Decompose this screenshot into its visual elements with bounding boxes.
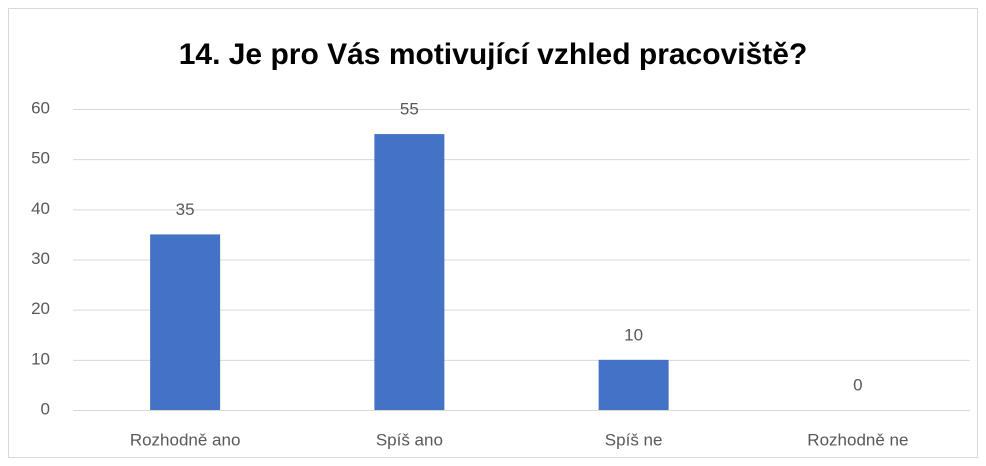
y-tick-label: 40 bbox=[31, 199, 50, 218]
y-tick-label: 20 bbox=[31, 299, 50, 318]
bar bbox=[150, 234, 221, 410]
data-label: 0 bbox=[853, 375, 862, 394]
data-label: 35 bbox=[176, 200, 195, 219]
y-tick-label: 50 bbox=[31, 149, 50, 168]
bar bbox=[598, 359, 669, 410]
data-label: 55 bbox=[400, 100, 419, 119]
x-tick-label: Rozhodně ano bbox=[130, 430, 241, 449]
y-tick-label: 10 bbox=[31, 349, 50, 368]
y-tick-label: 30 bbox=[31, 249, 50, 268]
x-tick-label: Rozhodně ne bbox=[807, 430, 908, 449]
chart-title: 14. Je pro Vás motivující vzhled pracovi… bbox=[179, 38, 808, 71]
x-tick-label: Spíš ano bbox=[376, 430, 443, 449]
data-label: 10 bbox=[624, 325, 643, 344]
x-tick-label: Spíš ne bbox=[605, 430, 663, 449]
y-tick-label: 60 bbox=[31, 98, 50, 117]
bar bbox=[374, 134, 445, 411]
y-tick-label: 0 bbox=[41, 399, 50, 418]
